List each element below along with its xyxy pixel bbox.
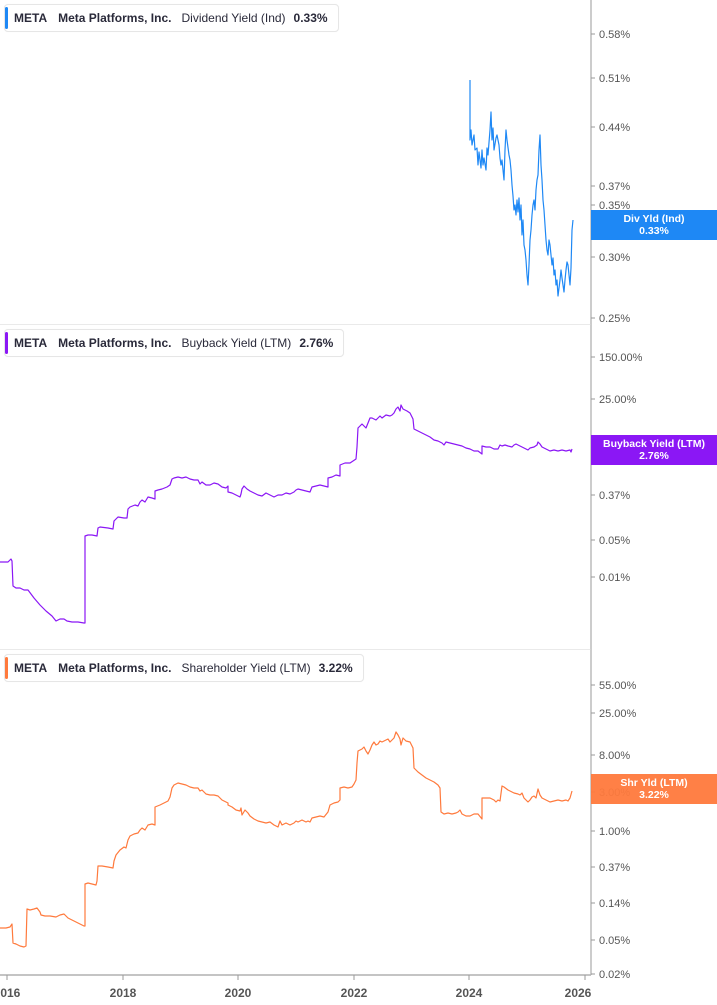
dividend-yield-chart: 0.58% 0.51% 0.44% 0.37% 0.35% 0.30% 0.25… xyxy=(0,0,630,325)
flag-label: Div Yld (Ind) xyxy=(623,213,685,225)
x-tick: 2024 xyxy=(456,986,483,1000)
flag-value: 2.76% xyxy=(639,450,669,462)
y-tick: 0.35% xyxy=(599,200,630,212)
buyback-yield-panel: 150.00% 25.00% 3.00% 0.37% 0.05% 0.01% M… xyxy=(0,325,717,650)
legend-company: Meta Platforms, Inc. xyxy=(58,336,172,350)
x-axis-ticks xyxy=(6,975,586,980)
y-tick: 0.30% xyxy=(599,252,630,264)
x-tick: 2020 xyxy=(225,986,252,1000)
legend-ticker: META xyxy=(14,11,48,25)
legend-ticker: META xyxy=(14,336,48,350)
y-tick: 0.58% xyxy=(599,29,630,41)
y-tick: 0.51% xyxy=(599,73,630,85)
flag-value: 3.22% xyxy=(639,789,669,801)
y-tick: 150.00% xyxy=(599,352,643,364)
buyback-series-color xyxy=(5,332,8,354)
dividend-series-color xyxy=(5,7,8,29)
dividend-legend: META Meta Platforms, Inc. Dividend Yield… xyxy=(4,4,339,32)
y-tick: 0.44% xyxy=(599,122,630,134)
y-tick: 25.00% xyxy=(599,394,637,406)
y-tick: 8.00% xyxy=(599,750,630,762)
y-tick: 0.37% xyxy=(599,862,630,874)
flag-value: 0.33% xyxy=(639,225,669,237)
shareholder-last-value-flag: Shr Yld (LTM) 3.22% xyxy=(591,774,717,804)
y-tick: 0.37% xyxy=(599,490,630,502)
legend-ticker: META xyxy=(14,661,48,675)
y-tick: 25.00% xyxy=(599,708,637,720)
x-tick: 2016 xyxy=(0,986,21,1000)
legend-company: Meta Platforms, Inc. xyxy=(58,661,172,675)
legend-value: 0.33% xyxy=(293,11,328,25)
shareholder-yield-chart: 55.00% 25.00% 8.00% 3.00% 1.00% 0.37% 0.… xyxy=(0,650,637,1000)
x-tick: 2026 xyxy=(565,986,592,1000)
y-tick: 1.00% xyxy=(599,826,630,838)
buyback-last-value-flag: Buyback Yield (LTM) 2.76% xyxy=(591,435,717,465)
buyback-yield-line xyxy=(0,404,573,624)
legend-company: Meta Platforms, Inc. xyxy=(58,11,172,25)
y-tick: 0.05% xyxy=(599,535,630,547)
dividend-yield-panel: 0.58% 0.51% 0.44% 0.37% 0.35% 0.30% 0.25… xyxy=(0,0,717,325)
dividend-yield-line xyxy=(469,80,574,297)
y-tick: 0.01% xyxy=(599,572,630,584)
legend-value: 2.76% xyxy=(299,336,334,350)
buyback-yield-chart: 150.00% 25.00% 3.00% 0.37% 0.05% 0.01% xyxy=(0,325,643,650)
flag-label: Buyback Yield (LTM) xyxy=(603,438,705,450)
shareholder-series-color xyxy=(5,657,8,679)
x-tick: 2018 xyxy=(110,986,137,1000)
x-tick: 2022 xyxy=(341,986,368,1000)
dividend-y-ticks xyxy=(591,33,595,319)
flag-label: Shr Yld (LTM) xyxy=(620,777,688,789)
y-tick: 0.25% xyxy=(599,313,630,325)
y-tick: 0.05% xyxy=(599,935,630,947)
buyback-legend: META Meta Platforms, Inc. Buyback Yield … xyxy=(4,329,345,357)
legend-metric: Shareholder Yield (LTM) xyxy=(181,661,311,675)
shareholder-legend: META Meta Platforms, Inc. Shareholder Yi… xyxy=(4,654,364,682)
dividend-last-value-flag: Div Yld (Ind) 0.33% xyxy=(591,210,717,240)
y-tick: 0.14% xyxy=(599,898,630,910)
y-tick: 0.37% xyxy=(599,181,630,193)
shareholder-yield-line xyxy=(0,731,573,948)
legend-metric: Dividend Yield (Ind) xyxy=(181,11,286,25)
legend-metric: Buyback Yield (LTM) xyxy=(181,336,292,350)
y-tick: 55.00% xyxy=(599,680,637,692)
legend-value: 3.22% xyxy=(318,661,353,675)
y-tick: 0.02% xyxy=(599,969,630,981)
shareholder-yield-panel: 55.00% 25.00% 8.00% 3.00% 1.00% 0.37% 0.… xyxy=(0,650,717,1005)
